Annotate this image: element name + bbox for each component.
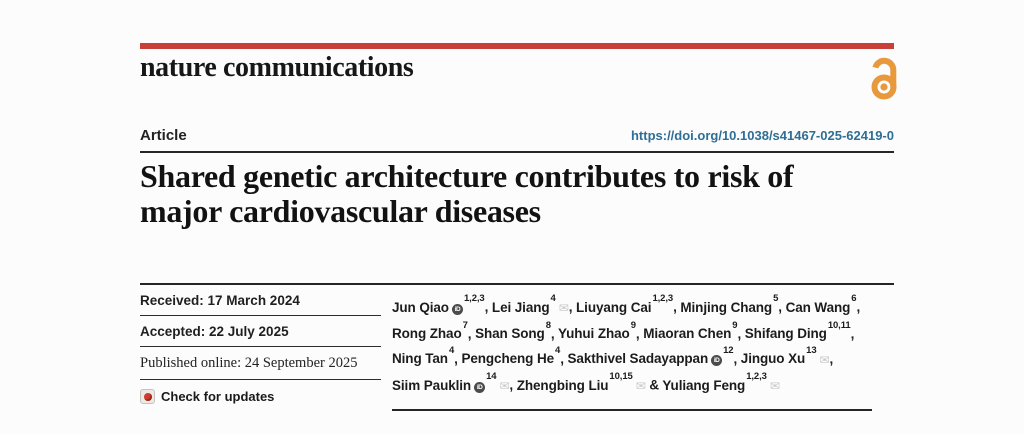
author: Can Wang6 — [785, 293, 857, 315]
author-name: Yuhui Zhao — [557, 326, 630, 341]
author: Yuliang Feng1,2,3✉ — [662, 371, 780, 393]
received-date: Received: 17 March 2024 — [140, 285, 381, 316]
affiliation-superscript: 7 — [462, 319, 468, 331]
check-for-updates-button[interactable]: Check for updates — [140, 380, 381, 404]
author-name: Pengcheng He — [461, 351, 555, 366]
author-name: Jinguo Xu — [740, 351, 806, 366]
crossmark-check-icon — [140, 389, 155, 404]
author-name: Sakthivel Sadayappan — [567, 351, 709, 366]
author-name: Ning Tan — [392, 351, 448, 366]
author: Yuhui Zhao9 — [557, 320, 636, 342]
envelope-icon[interactable]: ✉ — [819, 352, 830, 367]
affiliation-superscript: 13 — [806, 344, 817, 356]
paper-title: Shared genetic architecture contributes … — [140, 158, 794, 229]
author: Rong Zhao7 — [392, 320, 468, 342]
envelope-icon[interactable]: ✉ — [769, 379, 780, 393]
affiliation-superscript: 9 — [630, 319, 636, 331]
author: Liuyang Cai1,2,3 — [576, 293, 673, 315]
doi-link[interactable]: https://doi.org/10.1038/s41467-025-62419… — [630, 128, 894, 143]
affiliation-superscript: 10,11 — [827, 319, 851, 331]
orcid-icon[interactable]: iD — [474, 381, 486, 393]
orcid-icon[interactable]: iD — [711, 355, 723, 366]
author: Lei Jiang4✉ — [491, 293, 569, 315]
author-name: Rong Zhao — [392, 326, 462, 341]
envelope-icon[interactable]: ✉ — [558, 301, 569, 315]
author-name: Liuyang Cai — [576, 299, 652, 315]
open-access-lock-icon — [871, 57, 897, 100]
affiliation-superscript: 14 — [486, 371, 497, 382]
author-name: Yuliang Feng — [662, 377, 746, 393]
affiliation-superscript: 1,2,3 — [463, 293, 485, 304]
header-divider — [140, 151, 894, 153]
affiliation-superscript: 6 — [851, 293, 857, 304]
author-name: Miaoran Chen — [643, 326, 732, 341]
orcid-icon[interactable]: iD — [451, 303, 463, 315]
affiliation-superscript: 1,2,3 — [652, 293, 674, 304]
author-name: Minjing Chang — [680, 299, 773, 315]
author: Ning Tan4 — [392, 345, 454, 367]
affiliation-superscript: 4 — [550, 293, 556, 304]
author: Sakthivel Sadayappan iD12 — [567, 345, 734, 366]
accepted-date: Accepted: 22 July 2025 — [140, 316, 381, 347]
affiliation-superscript: 5 — [773, 293, 779, 304]
article-type-label: Article — [140, 127, 187, 144]
journal-accent-bar — [140, 43, 894, 49]
author: Minjing Chang5 — [680, 293, 778, 315]
envelope-icon[interactable]: ✉ — [499, 379, 510, 393]
check-for-updates-label: Check for updates — [161, 389, 275, 404]
affiliation-superscript: 10,15 — [609, 371, 633, 382]
author-name: Zhengbing Liu — [516, 377, 609, 393]
article-header-row: Article https://doi.org/10.1038/s41467-0… — [140, 127, 894, 144]
affiliation-superscript: 4 — [448, 344, 455, 356]
author: Miaoran Chen9 — [643, 320, 737, 342]
meta-and-authors: Received: 17 March 2024 Accepted: 22 Jul… — [140, 283, 894, 411]
affiliation-superscript: 9 — [732, 319, 738, 331]
affiliation-superscript: 12 — [723, 344, 734, 356]
author-block-divider — [392, 408, 872, 411]
author-block: Jun Qiao iD1,2,3, Lei Jiang4✉, Liuyang Ca… — [392, 285, 894, 411]
author: Zhengbing Liu10,15✉ — [516, 371, 646, 393]
author-list: Jun Qiao iD1,2,3, Lei Jiang4✉, Liuyang Ca… — [392, 293, 861, 393]
affiliation-superscript: 4 — [555, 344, 561, 356]
author-name: Shifang Ding — [744, 326, 827, 341]
article-history: Received: 17 March 2024 Accepted: 22 Jul… — [140, 285, 381, 411]
author: Shifang Ding10,11 — [744, 320, 851, 342]
author: Shan Song8 — [475, 320, 551, 342]
author: Pengcheng He4 — [461, 345, 560, 367]
author-name: Can Wang — [785, 299, 851, 315]
author-name: Jun Qiao — [392, 299, 449, 315]
author-name: Shan Song — [475, 326, 545, 341]
masthead: nature communications — [140, 52, 897, 102]
affiliation-superscript: 8 — [545, 319, 551, 331]
affiliation-superscript: 1,2,3 — [746, 371, 767, 382]
published-date: Published online: 24 September 2025 — [140, 347, 381, 380]
author-name: Siim Pauklin — [392, 377, 472, 393]
author: Jun Qiao iD1,2,3 — [392, 293, 485, 315]
author-name: Lei Jiang — [491, 299, 550, 315]
author: Jinguo Xu13✉ — [740, 345, 830, 367]
envelope-icon[interactable]: ✉ — [635, 379, 646, 393]
author: Siim Pauklin iD14✉ — [392, 371, 510, 393]
journal-logo: nature communications — [140, 52, 414, 83]
